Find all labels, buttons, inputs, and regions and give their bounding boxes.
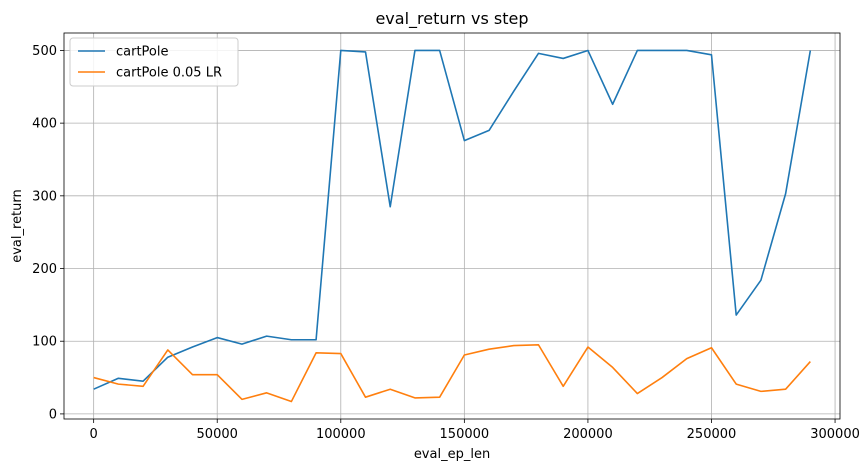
plot-frame — [63, 32, 841, 420]
grid — [64, 33, 840, 419]
y-ticks: 0 100 200 300 400 500 — [32, 44, 64, 422]
x-tick-label: 0 — [90, 427, 98, 442]
legend-box — [69, 37, 239, 87]
x-axis-label: eval_ep_len — [414, 447, 490, 462]
chart-title: eval_return vs step — [375, 9, 528, 29]
y-tick-label: 0 — [49, 407, 57, 422]
y-tick-label: 500 — [32, 44, 57, 59]
x-tick-label: 300000 — [810, 427, 860, 442]
x-tick-label: 100000 — [316, 427, 366, 442]
legend-label-2: cartPole 0.05 LR — [116, 66, 222, 81]
y-tick-label: 100 — [32, 335, 57, 350]
plot-lines — [93, 49, 812, 403]
y-tick-label: 300 — [32, 189, 57, 204]
y-tick-label: 200 — [32, 262, 57, 277]
y-tick-label: 400 — [32, 117, 57, 132]
x-ticks: 0 50000 100000 150000 200000 250000 300000 — [90, 419, 860, 442]
legend-label-1: cartPole — [116, 45, 169, 60]
x-tick-label: 200000 — [563, 427, 613, 442]
series-line-2 — [93, 344, 811, 403]
x-tick-label: 250000 — [687, 427, 737, 442]
series-line-1 — [93, 49, 812, 390]
legend: cartPole cartPole 0.05 LR — [69, 37, 239, 87]
y-axis-label: eval_return — [10, 189, 25, 263]
x-tick-label: 50000 — [197, 427, 238, 442]
x-tick-label: 150000 — [440, 427, 490, 442]
